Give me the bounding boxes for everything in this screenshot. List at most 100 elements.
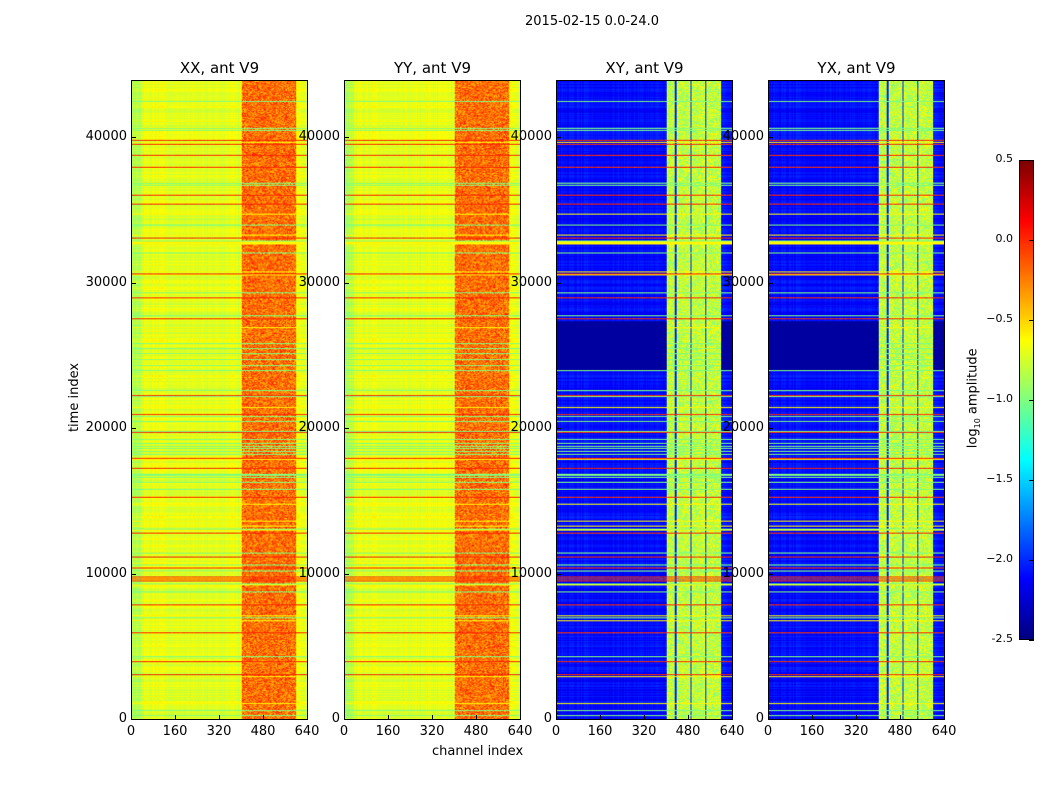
heatmap-panel xyxy=(768,80,945,720)
x-tick-label: 160 xyxy=(799,724,825,739)
x-tick xyxy=(520,715,521,720)
y-tick xyxy=(131,428,136,430)
y-tick-label: 0 xyxy=(543,711,552,726)
x-tick xyxy=(600,715,601,720)
y-tick-label: 30000 xyxy=(85,274,127,290)
x-tick-label: 320 xyxy=(419,724,445,739)
colorbar-tick-label: −1.0 xyxy=(986,392,1013,405)
heatmap-image xyxy=(345,81,520,719)
y-tick-label: 40000 xyxy=(85,129,127,145)
y-tick xyxy=(556,428,561,430)
x-tick xyxy=(944,715,945,720)
heatmap-image xyxy=(132,81,307,719)
x-tick-label: 640 xyxy=(719,724,745,739)
x-tick xyxy=(768,715,769,720)
x-tick-label: 480 xyxy=(250,724,276,739)
y-tick xyxy=(131,282,136,284)
panel-title: YX, ant V9 xyxy=(817,59,896,77)
y-tick-label: 0 xyxy=(755,711,764,726)
y-tick-label: 0 xyxy=(331,711,340,726)
x-tick-label: 0 xyxy=(339,724,349,739)
x-tick xyxy=(812,715,813,720)
y-tick xyxy=(131,137,136,139)
y-tick xyxy=(768,137,773,139)
y-tick-label: 10000 xyxy=(298,565,340,581)
y-tick xyxy=(768,573,773,575)
x-tick xyxy=(131,715,132,720)
y-tick xyxy=(131,573,136,575)
colorbar-tick-label: -2.5 xyxy=(991,632,1013,645)
y-tick xyxy=(556,282,561,284)
x-tick xyxy=(556,715,557,720)
x-tick-label: 160 xyxy=(375,724,401,739)
colorbar-tick xyxy=(1029,640,1034,641)
figure-title: 2015-02-15 0.0-24.0 xyxy=(525,14,659,29)
heatmap-panel xyxy=(344,80,521,720)
x-tick-label: 480 xyxy=(463,724,489,739)
colorbar-gradient xyxy=(1020,161,1033,639)
y-tick xyxy=(556,573,561,575)
y-tick-label: 20000 xyxy=(722,420,764,436)
colorbar-tick-label: −2.0 xyxy=(986,552,1013,565)
y-tick-label: 0 xyxy=(118,711,127,726)
x-tick xyxy=(344,715,345,720)
y-tick xyxy=(344,137,349,139)
x-tick xyxy=(476,715,477,720)
colorbar-tick-label: −0.5 xyxy=(986,312,1013,325)
y-tick xyxy=(344,282,349,284)
x-tick-label: 640 xyxy=(507,724,533,739)
x-tick-label: 0 xyxy=(126,724,136,739)
y-tick xyxy=(768,719,773,720)
heatmap-image xyxy=(557,81,732,719)
y-tick xyxy=(344,719,349,720)
colorbar-tick xyxy=(1029,160,1034,161)
y-tick-label: 10000 xyxy=(85,565,127,581)
y-tick-label: 20000 xyxy=(510,420,552,436)
x-tick xyxy=(688,715,689,720)
y-tick xyxy=(768,282,773,284)
x-tick-label: 0 xyxy=(763,724,773,739)
x-tick-label: 160 xyxy=(587,724,613,739)
heatmap-panel xyxy=(131,80,308,720)
x-tick xyxy=(388,715,389,720)
x-tick-label: 640 xyxy=(931,724,957,739)
y-tick-label: 30000 xyxy=(298,274,340,290)
y-tick-label: 20000 xyxy=(85,420,127,436)
colorbar-tick xyxy=(1029,400,1034,401)
colorbar-tick xyxy=(1029,320,1034,321)
x-tick xyxy=(856,715,857,720)
y-tick xyxy=(556,137,561,139)
colorbar-tick-label: 0.0 xyxy=(995,232,1014,245)
x-tick-label: 320 xyxy=(843,724,869,739)
x-axis-label: channel index xyxy=(432,744,524,759)
y-tick-label: 30000 xyxy=(510,274,552,290)
x-tick xyxy=(432,715,433,720)
colorbar-tick-label: 0.5 xyxy=(995,152,1014,165)
y-tick-label: 10000 xyxy=(722,565,764,581)
y-tick xyxy=(768,428,773,430)
heatmap-panel xyxy=(556,80,733,720)
y-tick-label: 10000 xyxy=(510,565,552,581)
colorbar-tick xyxy=(1029,560,1034,561)
x-tick xyxy=(263,715,264,720)
y-tick-label: 30000 xyxy=(722,274,764,290)
colorbar-tick xyxy=(1029,240,1034,241)
x-tick-label: 480 xyxy=(675,724,701,739)
x-tick xyxy=(900,715,901,720)
x-tick-label: 640 xyxy=(294,724,320,739)
x-tick xyxy=(219,715,220,720)
y-tick xyxy=(344,428,349,430)
panel-title: XY, ant V9 xyxy=(605,59,684,77)
y-tick-label: 40000 xyxy=(510,129,552,145)
heatmap-image xyxy=(769,81,944,719)
y-tick xyxy=(556,719,561,720)
panel-title: YY, ant V9 xyxy=(393,59,471,77)
x-tick xyxy=(307,715,308,720)
x-tick-label: 0 xyxy=(551,724,561,739)
x-tick-label: 320 xyxy=(206,724,232,739)
x-tick-label: 160 xyxy=(162,724,188,739)
y-tick xyxy=(344,573,349,575)
x-tick xyxy=(644,715,645,720)
y-tick-label: 20000 xyxy=(298,420,340,436)
